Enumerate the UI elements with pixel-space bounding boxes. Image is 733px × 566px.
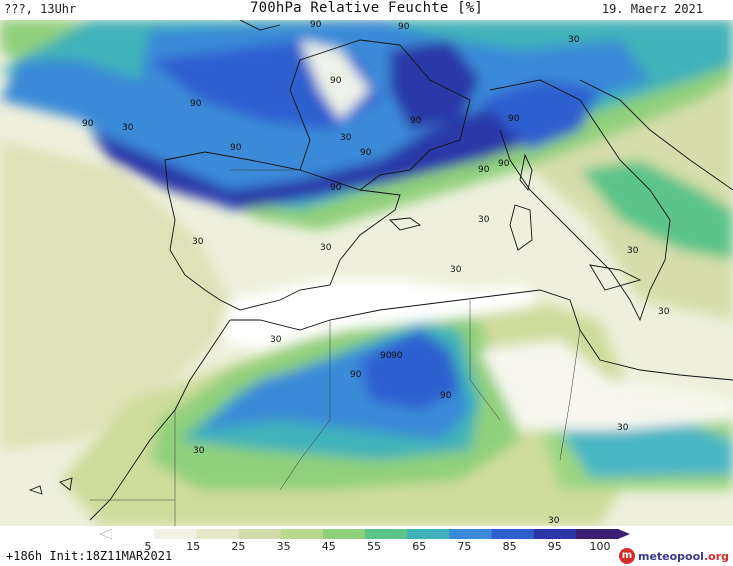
colorbar-segment bbox=[238, 529, 282, 539]
contour-label: 30 bbox=[320, 243, 332, 253]
contour-label: 30 bbox=[658, 307, 670, 317]
colorbar-labels: 5 15 25 35 45 55 65 75 85 95 100 bbox=[0, 540, 733, 554]
contour-label: 90 bbox=[82, 119, 94, 129]
map-header: ???, 13Uhr 700hPa Relative Feuchte [%] 1… bbox=[0, 0, 733, 20]
colorbar-tick-label: 25 bbox=[231, 540, 246, 553]
colorbar bbox=[100, 528, 630, 540]
contour-label: 30 bbox=[450, 265, 462, 275]
contour-label: 90 bbox=[380, 351, 392, 361]
contour-label: 90 bbox=[230, 143, 242, 153]
colorbar-tick-label: 35 bbox=[276, 540, 291, 553]
colorbar-tick-label: 75 bbox=[457, 540, 472, 553]
contour-label: 90 bbox=[330, 76, 342, 86]
colorbar-segment bbox=[575, 529, 619, 539]
contour-label: 30 bbox=[478, 215, 490, 225]
colorbar-left-arrow bbox=[100, 528, 113, 540]
colorbar-tick-label: 15 bbox=[186, 540, 201, 553]
colorbar-tick-label: 5 bbox=[144, 540, 152, 553]
contour-label: 30 bbox=[122, 123, 134, 133]
init-time-label: +186h Init:18Z11MAR2021 bbox=[6, 549, 173, 563]
colorbar-segment bbox=[365, 529, 408, 539]
contour-label: 30 bbox=[617, 423, 629, 433]
contour-label: 30 bbox=[192, 237, 204, 247]
colorbar-segment bbox=[449, 529, 492, 539]
contour-label: 90 bbox=[330, 183, 342, 193]
valid-time-label: ???, 13Uhr bbox=[4, 2, 77, 16]
contour-label: 90 bbox=[398, 22, 410, 32]
colorbar-segment bbox=[280, 529, 324, 539]
contour-labels-90: 90 90 90 90 90 90 90 90 90 90 90 90 90 9… bbox=[82, 20, 520, 401]
contour-label: 30 bbox=[627, 246, 639, 256]
contour-label: 90 bbox=[440, 391, 452, 401]
meteopool-logo: m meteopool.org bbox=[618, 546, 729, 566]
contour-label: 30 bbox=[568, 35, 580, 45]
colorbar-segment bbox=[112, 529, 155, 539]
logo-text: meteopool.org bbox=[637, 549, 729, 563]
colorbar-tick-label: 100 bbox=[589, 540, 611, 553]
colorbar-tick-label: 95 bbox=[547, 540, 562, 553]
map-title: 700hPa Relative Feuchte [%] bbox=[250, 0, 483, 16]
contour-labels-30: 30 30 30 30 30 30 30 30 30 30 30 30 30 bbox=[122, 35, 670, 526]
contour-label: 90 bbox=[410, 116, 422, 126]
contour-label: 90 bbox=[310, 20, 322, 30]
contour-label: 90 bbox=[508, 114, 520, 124]
contour-label: 90 bbox=[391, 351, 403, 361]
colorbar-tick-label: 55 bbox=[367, 540, 381, 553]
colorbar-segment bbox=[491, 529, 535, 539]
humidity-map: 90 90 90 90 90 90 90 90 90 90 90 90 90 9… bbox=[0, 20, 733, 526]
colorbar-segment bbox=[533, 529, 577, 539]
contour-label: 30 bbox=[270, 335, 282, 345]
colorbar-tick-label: 45 bbox=[321, 540, 336, 553]
meteopool-logo-icon: m bbox=[618, 548, 635, 564]
contour-label: 30 bbox=[548, 516, 560, 526]
contour-label: 30 bbox=[193, 446, 205, 456]
humidity-map-svg: 90 90 90 90 90 90 90 90 90 90 90 90 90 9… bbox=[0, 20, 733, 526]
colorbar-segment bbox=[407, 529, 450, 539]
contour-label: 90 bbox=[190, 99, 202, 109]
colorbar-segment bbox=[154, 529, 197, 539]
colorbar-tick-label: 85 bbox=[502, 540, 517, 553]
contour-label: 90 bbox=[478, 165, 490, 175]
contour-label: 30 bbox=[340, 133, 352, 143]
colorbar-segment bbox=[196, 529, 239, 539]
contour-label: 90 bbox=[350, 370, 362, 380]
colorbar-right-arrow bbox=[618, 529, 630, 539]
colorbar-tick-label: 65 bbox=[412, 540, 427, 553]
colorbar-segment bbox=[322, 529, 366, 539]
contour-label: 90 bbox=[360, 148, 372, 158]
coastlines bbox=[28, 20, 733, 521]
contour-label: 90 bbox=[498, 159, 510, 169]
borders bbox=[90, 169, 581, 526]
valid-date-label: 19. Maerz 2021 bbox=[601, 2, 703, 16]
